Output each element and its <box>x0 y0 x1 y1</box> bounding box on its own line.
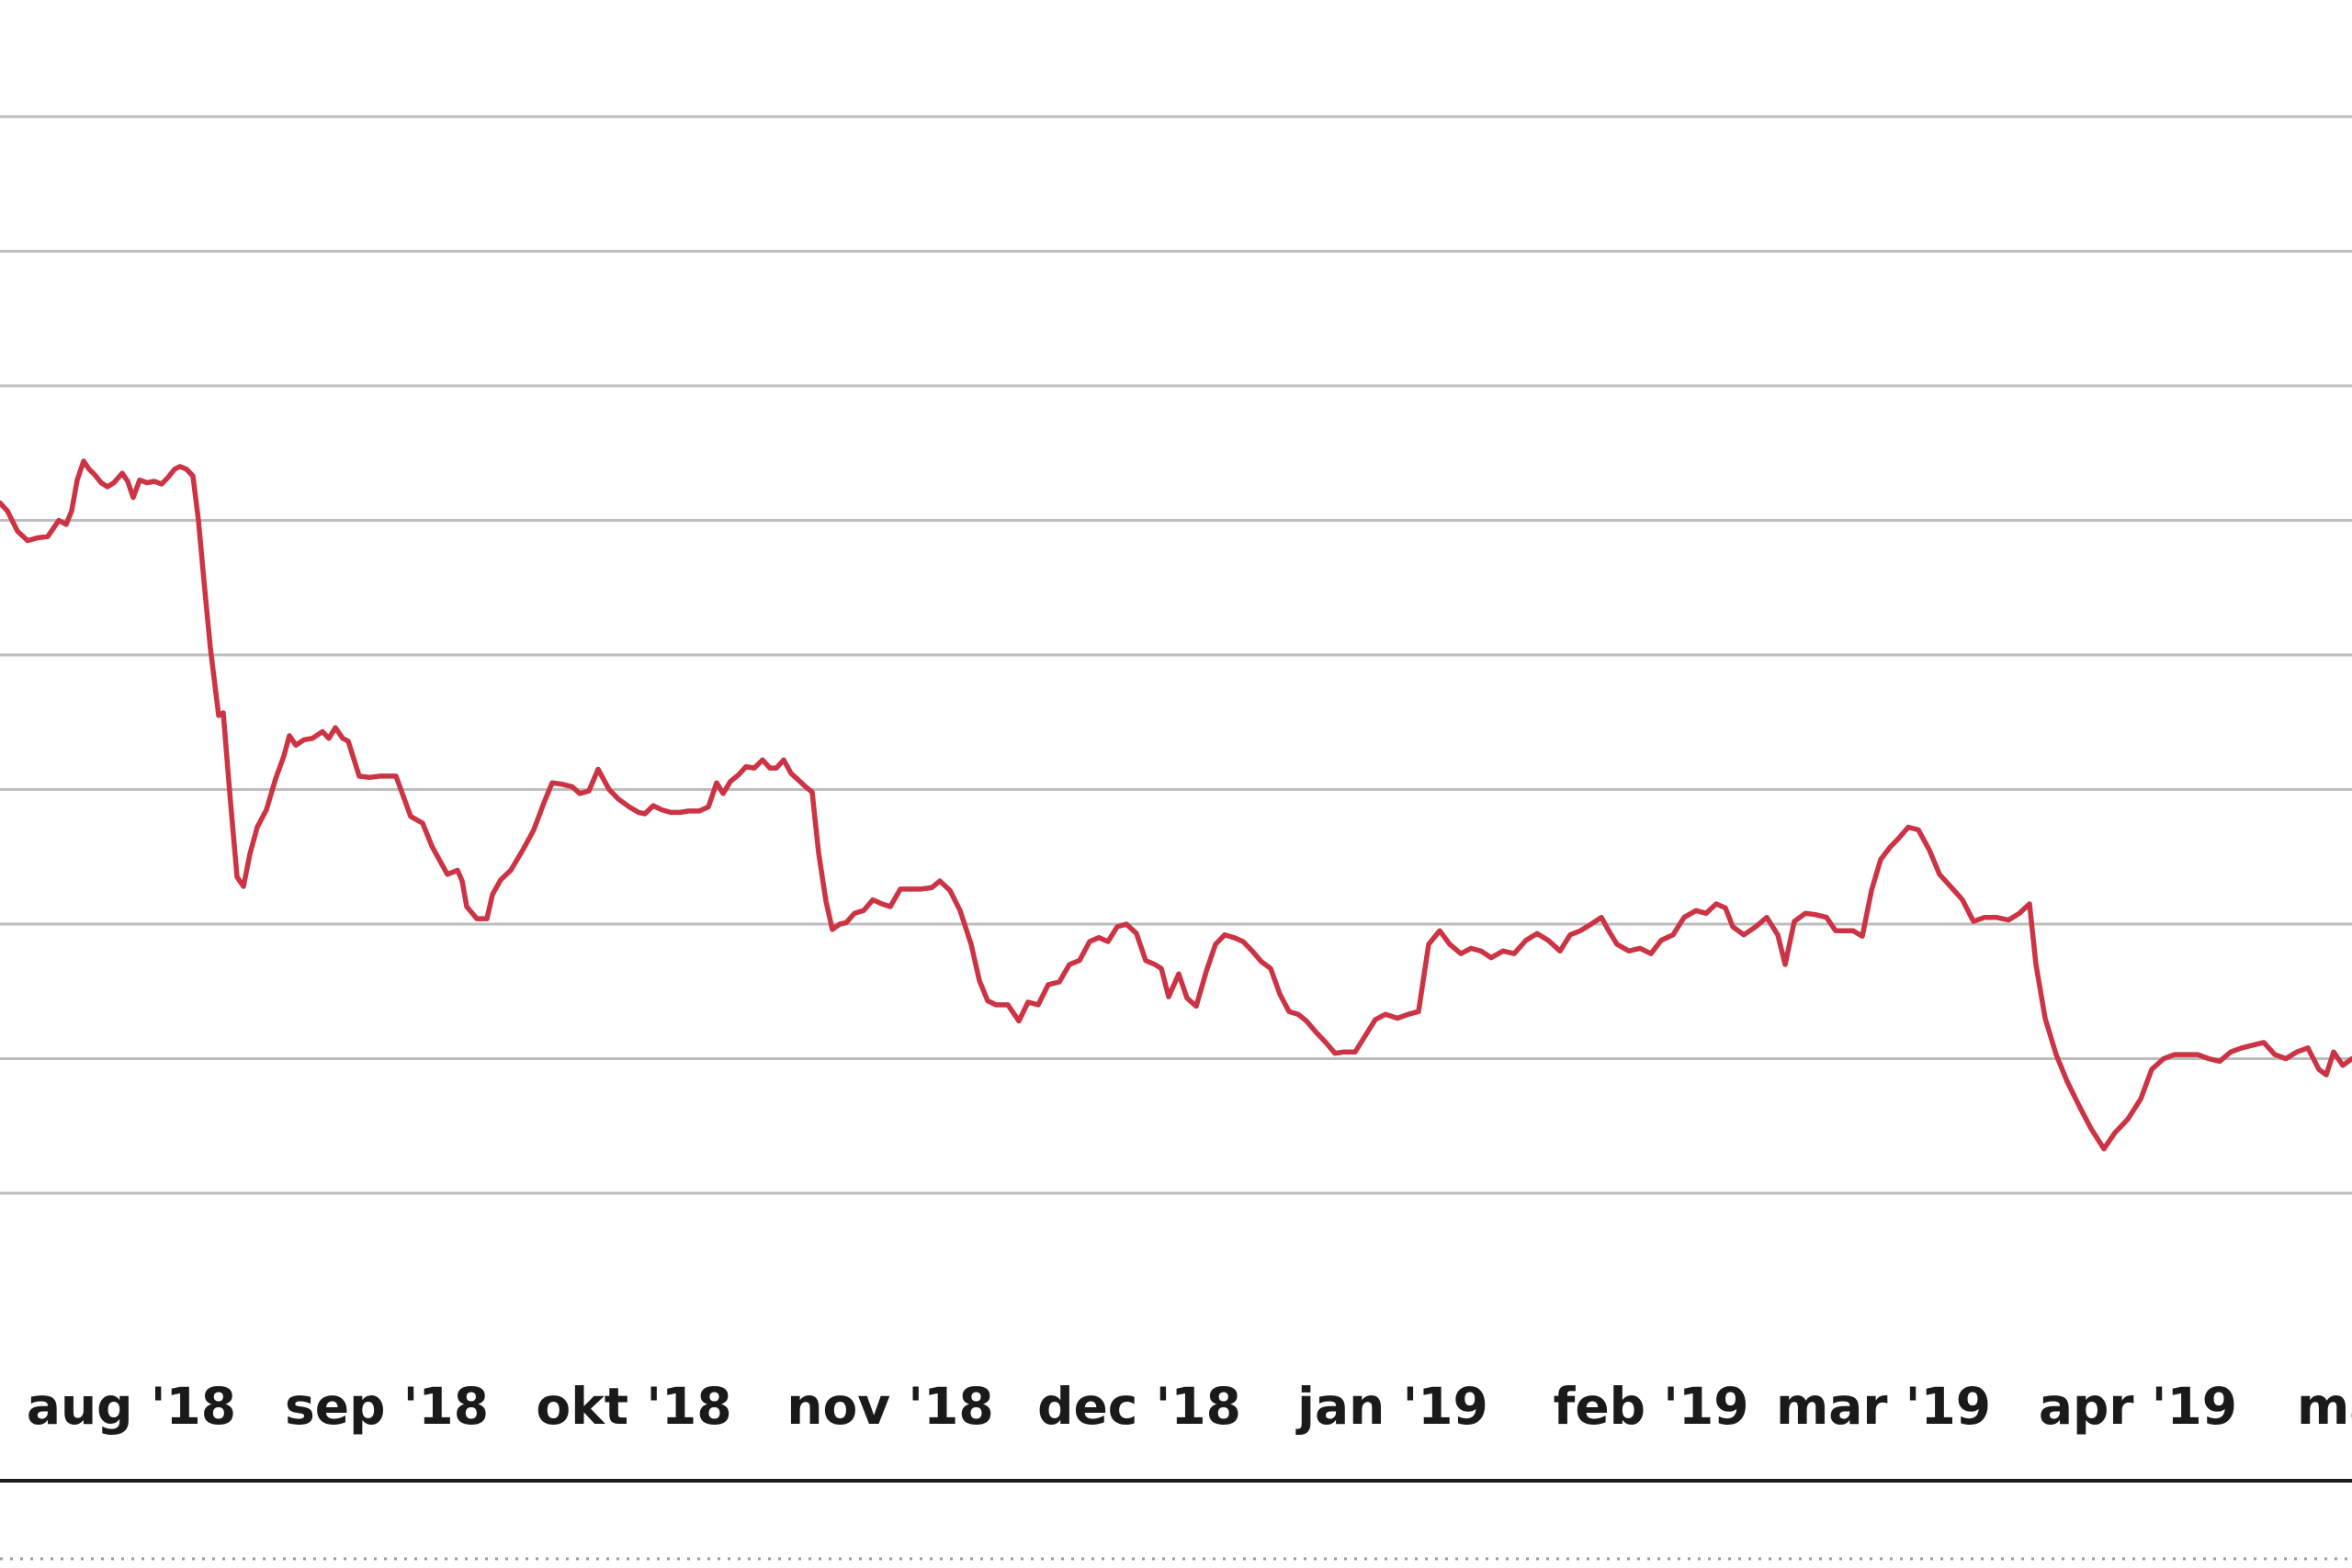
x-tick-label: jan '19 <box>1295 1377 1488 1436</box>
series-group <box>0 458 2352 1152</box>
x-tick-label: nov '18 <box>786 1377 993 1436</box>
x-tick-label: apr '19 <box>2039 1377 2237 1436</box>
x-tick-label: dec '18 <box>1037 1377 1241 1436</box>
series-line <box>0 458 2352 1152</box>
x-tick-label: sep '18 <box>285 1377 489 1436</box>
x-tick-label: okt '18 <box>536 1377 731 1436</box>
x-tick-label: ma <box>2297 1377 2352 1436</box>
x-tick-label: mar '19 <box>1776 1377 1991 1436</box>
x-tick-label: aug '18 <box>27 1377 236 1436</box>
x-tick-labels: aug '18 sep '18 okt '18 nov '18 dec '18 jan '… <box>27 1377 2352 1436</box>
y-gridlines <box>0 115 2352 1195</box>
x-tick-label: feb '19 <box>1553 1377 1748 1436</box>
